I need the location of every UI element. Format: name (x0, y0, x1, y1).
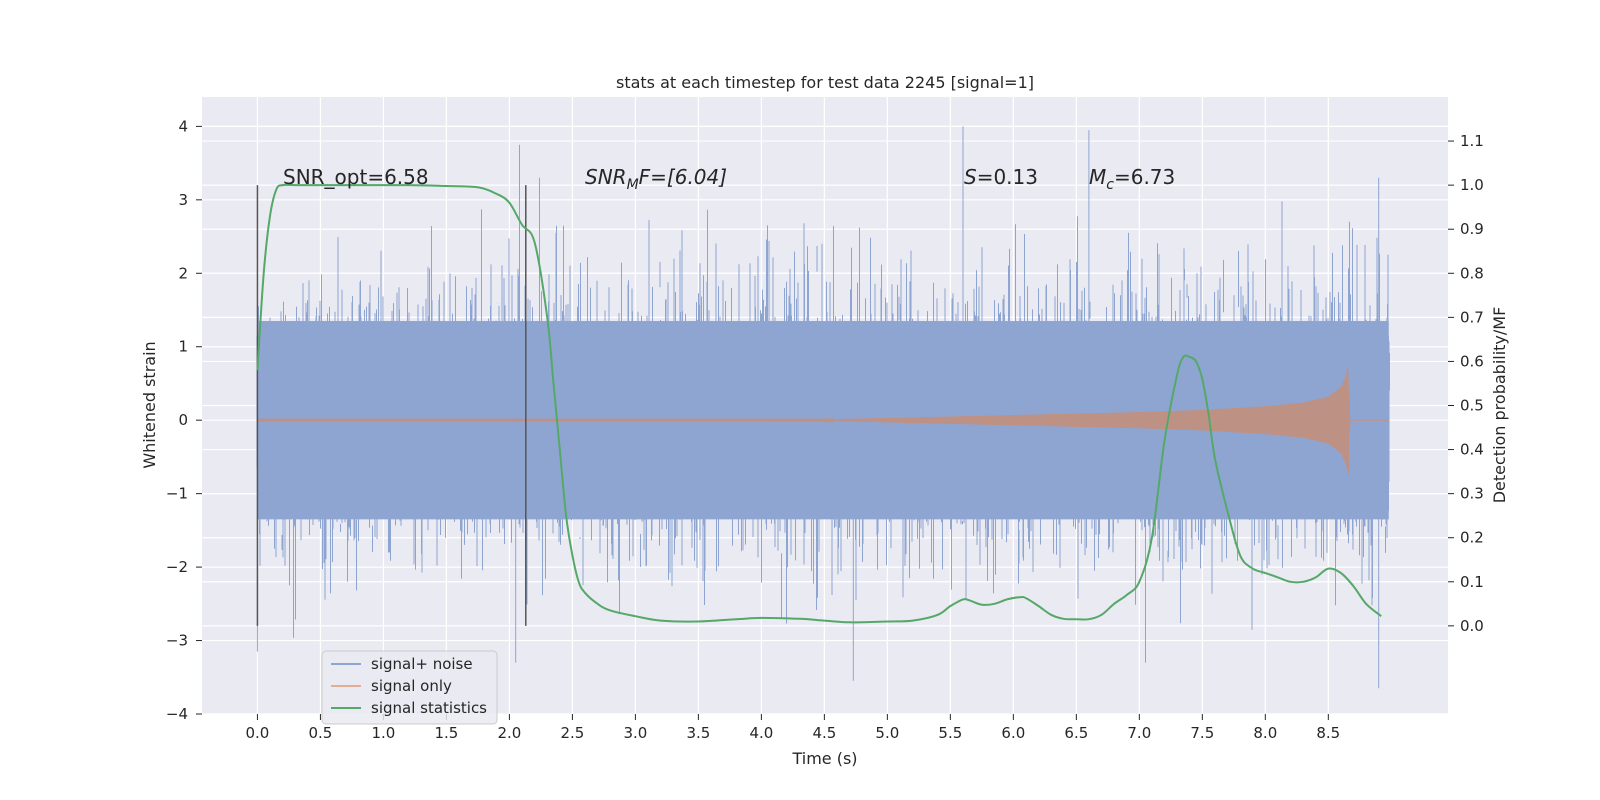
y-right-tick-label: 0.2 (1460, 529, 1484, 547)
y-right-tick-label: 0.4 (1460, 441, 1484, 459)
x-tick-label: 3.5 (686, 724, 710, 742)
annotation-mc-subscript: c (1106, 177, 1114, 193)
y-right-tick-label: 1.1 (1460, 132, 1484, 150)
legend: signal+ noise signal only signal statist… (321, 650, 498, 725)
legend-label-signal-noise: signal+ noise (371, 655, 473, 673)
legend-label-signal-statistics: signal statistics (371, 699, 487, 717)
x-tick-label: 6.0 (1001, 724, 1025, 742)
y-axis-label: Whitened strain (140, 341, 159, 468)
x-tick-label: 1.5 (434, 724, 458, 742)
x-tick-label: 4.5 (812, 724, 836, 742)
annotation-snr-mf-subscript: M (627, 177, 639, 193)
x-tick-label: 7.5 (1190, 724, 1214, 742)
x-tick-label: 8.5 (1316, 724, 1340, 742)
annotation-mc-value: =6.73 (1114, 165, 1175, 189)
x-tick-label: 2.0 (497, 724, 521, 742)
annotation-s-value: =0.13 (977, 165, 1038, 189)
annotation-mc-symbol: M (1089, 165, 1106, 189)
y-right-tick-label: 0.5 (1460, 397, 1484, 415)
y-axis-ticks: −4 −3 −2 −1 0 1 2 3 4 (166, 117, 202, 723)
chart-title: stats at each timestep for test data 224… (616, 73, 1034, 92)
y-tick-label: −3 (166, 632, 188, 650)
y-right-tick-label: 0.8 (1460, 264, 1484, 282)
x-tick-label: 1.0 (371, 724, 395, 742)
y-tick-label: 4 (178, 117, 188, 135)
y-right-axis-label: Detection probability/MF (1490, 307, 1509, 504)
y-right-axis-ticks: 0.0 0.1 0.2 0.3 0.4 0.5 0.6 0.7 0.8 0.9 1.0 1.1 (1448, 132, 1484, 635)
y-tick-label: 3 (178, 191, 188, 209)
y-tick-label: −2 (166, 558, 188, 576)
x-tick-label: 5.0 (875, 724, 899, 742)
signal-statistics-line (256, 183, 1382, 624)
series-signal-statistics (256, 183, 1382, 624)
annotation-mc: Mc=6.73 (1089, 165, 1175, 193)
y-tick-label: 0 (178, 411, 188, 429)
x-tick-label: 4.0 (749, 724, 773, 742)
annotation-snr-opt: SNR_opt=6.58 (283, 165, 429, 189)
y-right-tick-label: 1.0 (1460, 176, 1484, 194)
annotation-s: S=0.13 (964, 165, 1038, 189)
x-tick-label: 0.5 (308, 724, 332, 742)
y-tick-label: 2 (178, 264, 188, 282)
y-right-tick-label: 0.9 (1460, 220, 1484, 238)
x-axis-ticks: 0.0 0.5 1.0 1.5 2.0 2.5 3.0 3.5 4.0 4.5 5.0 5.5 6.0 6… (246, 714, 1340, 742)
legend-box (321, 650, 498, 725)
y-right-tick-label: 0.3 (1460, 485, 1484, 503)
legend-label-signal-only: signal only (371, 677, 452, 695)
y-right-tick-label: 0.0 (1460, 617, 1484, 635)
x-tick-label: 3.0 (623, 724, 647, 742)
x-tick-label: 2.5 (560, 724, 584, 742)
y-right-tick-label: 0.1 (1460, 573, 1484, 591)
x-tick-label: 8.0 (1253, 724, 1277, 742)
annotation-snr-mf-symbol: SNR (585, 165, 627, 189)
y-tick-label: 1 (178, 338, 188, 356)
annotation-snr-mf-f: F=[6.04] (639, 165, 727, 189)
x-tick-label: 6.5 (1064, 724, 1088, 742)
x-tick-label: 7.0 (1127, 724, 1151, 742)
y-right-tick-label: 0.7 (1460, 308, 1484, 326)
vertical-markers (256, 185, 527, 626)
x-tick-label: 5.5 (938, 724, 962, 742)
y-tick-label: −1 (166, 485, 188, 503)
y-tick-label: −4 (166, 705, 188, 723)
annotation-s-symbol: S (964, 165, 977, 189)
x-axis-label: Time (s) (791, 749, 857, 768)
y-right-tick-label: 0.6 (1460, 352, 1484, 370)
x-tick-label: 0.0 (246, 724, 270, 742)
annotation-snr-mf: SNRMF=[6.04] (585, 165, 727, 193)
